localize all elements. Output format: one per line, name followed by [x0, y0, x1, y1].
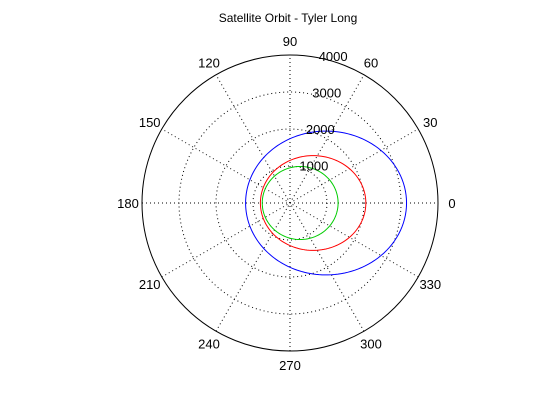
outer-boundary — [141, 54, 439, 352]
radial-tick-label-1000: 1000 — [299, 159, 328, 174]
angle-tick-label-60: 60 — [364, 56, 378, 71]
angle-tick-label-210: 210 — [139, 277, 161, 292]
series-line-0 — [245, 130, 408, 276]
angle-tick-label-30: 30 — [423, 115, 437, 130]
grid-layer — [141, 54, 439, 352]
series-line-1 — [259, 155, 367, 251]
grid-circle-2000 — [215, 128, 365, 278]
angle-tick-label-270: 270 — [279, 358, 301, 373]
series-line-2 — [261, 165, 339, 241]
angle-tick-label-150: 150 — [139, 115, 161, 130]
chart-title: Satellite Orbit - Tyler Long — [219, 11, 358, 25]
radial-tick-label-3000: 3000 — [312, 86, 341, 101]
angle-tick-label-240: 240 — [198, 336, 220, 351]
angle-tick-label-120: 120 — [198, 56, 220, 71]
series-layer — [245, 130, 408, 276]
grid-spoke-150 — [161, 128, 419, 278]
radial-tick-label-4000: 4000 — [319, 49, 348, 64]
label-layer: 0 30 60 90 120 150 180 210 240 270 300 330 1000 2000 3… — [117, 34, 455, 373]
angle-tick-label-90: 90 — [283, 34, 297, 49]
angle-tick-label-330: 330 — [419, 277, 441, 292]
radial-tick-label-2000: 2000 — [306, 122, 335, 137]
angle-tick-label-300: 300 — [360, 336, 382, 351]
angle-tick-label-0: 0 — [448, 196, 455, 211]
angle-tick-label-180: 180 — [117, 196, 139, 211]
